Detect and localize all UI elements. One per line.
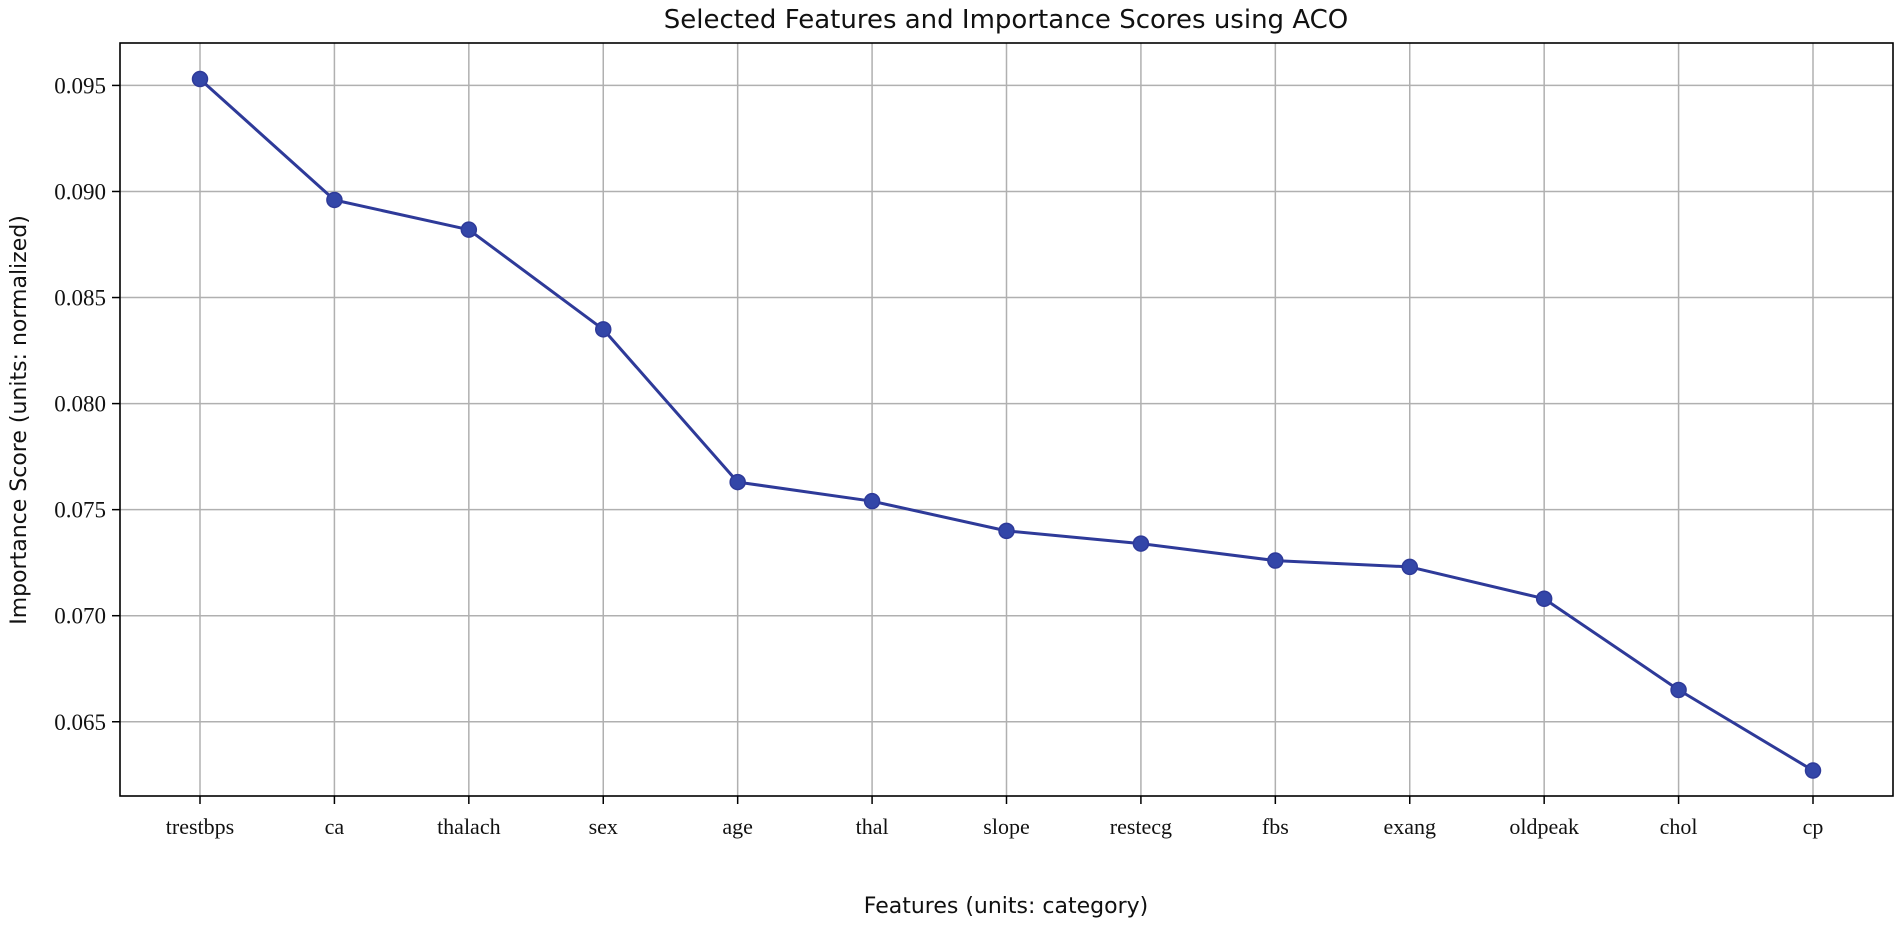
- x-tick-label: sex: [589, 814, 618, 839]
- x-tick-label: fbs: [1262, 814, 1289, 839]
- data-point: [326, 191, 343, 209]
- y-tick-label: 0.090: [54, 179, 106, 204]
- y-tick-label: 0.080: [54, 392, 106, 417]
- grid-lines: [120, 43, 1893, 796]
- data-point: [1267, 552, 1284, 569]
- y-tick-label: 0.070: [54, 604, 106, 629]
- x-tick-label: restecg: [1110, 814, 1172, 839]
- data-point: [998, 522, 1015, 540]
- x-tick-label: ca: [325, 814, 345, 839]
- data-point: [595, 321, 612, 338]
- series-group: [191, 70, 1822, 779]
- chart-title: Selected Features and Importance Scores …: [664, 5, 1349, 35]
- data-point: [1804, 762, 1822, 779]
- x-tick-label: oldpeak: [1509, 814, 1579, 839]
- data-point: [460, 221, 478, 238]
- data-point: [863, 492, 881, 510]
- data-point: [1132, 535, 1150, 552]
- data-point: [729, 473, 746, 491]
- x-tick-label: thal: [856, 814, 889, 839]
- x-tick-label: age: [722, 814, 753, 839]
- data-point: [191, 70, 209, 88]
- y-tick-label: 0.065: [54, 710, 106, 735]
- data-point: [1535, 590, 1553, 607]
- y-tick-label: 0.095: [54, 73, 106, 98]
- y-tick-label: 0.085: [54, 286, 106, 311]
- x-tick-label: thalach: [437, 814, 501, 839]
- x-axis: trestbps ca thalach sex age thal slope restecg f…: [166, 796, 1824, 839]
- y-axis: 0.065 0.070 0.075 0.080 0.085 0.090 0.095: [54, 73, 120, 735]
- y-tick-label: 0.075: [54, 498, 106, 523]
- x-tick-label: slope: [983, 814, 1029, 839]
- x-tick-label: cp: [1803, 814, 1824, 839]
- data-point: [1401, 558, 1418, 576]
- data-point: [1670, 681, 1687, 699]
- x-axis-label: Features (units: category): [864, 894, 1148, 919]
- x-tick-label: trestbps: [166, 814, 234, 839]
- x-tick-label: exang: [1383, 814, 1436, 839]
- x-tick-label: chol: [1660, 814, 1698, 839]
- y-axis-label: Importance Score (units: normalized): [7, 215, 32, 625]
